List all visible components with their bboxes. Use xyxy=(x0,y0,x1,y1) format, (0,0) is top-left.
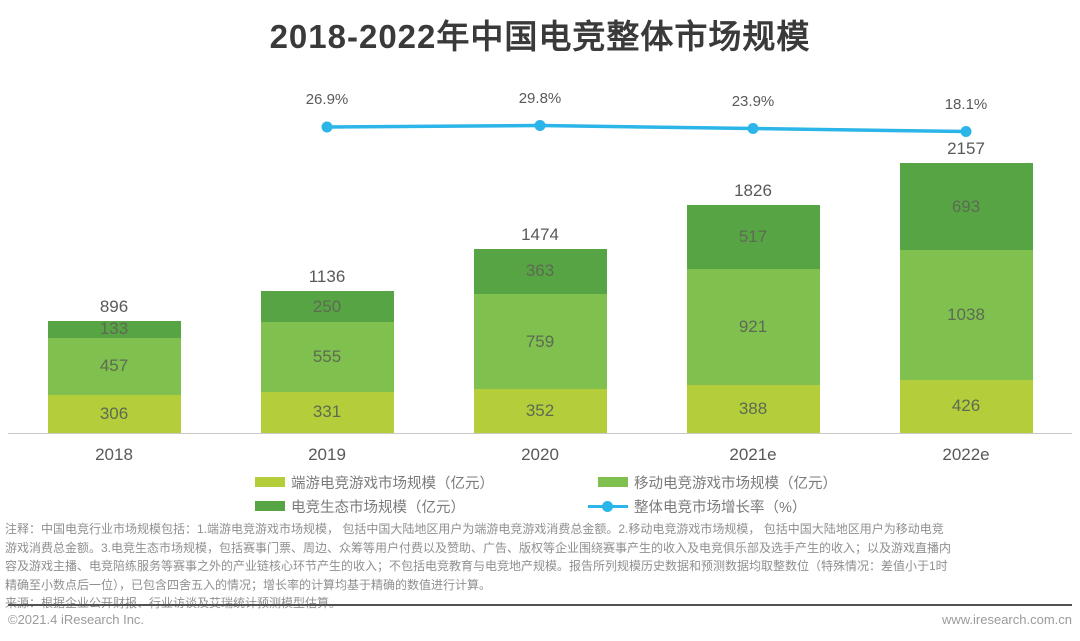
pc-esports-swatch xyxy=(255,477,285,487)
line-point xyxy=(960,126,972,138)
bar-segment: 517 xyxy=(686,204,820,270)
bar-total-label: 1826 xyxy=(734,180,772,200)
bar-total-label: 1136 xyxy=(308,267,346,286)
legend-label: 移动电竞游戏市场规模（亿元） xyxy=(634,475,837,492)
footnote-line: 精确至小数点后一位），已包含四舍五入的情况；增长率的计算均基于精确的数值进行计算… xyxy=(5,577,492,592)
bar-segment-value: 133 xyxy=(99,319,129,339)
bar-segment-value: 693 xyxy=(951,196,981,216)
legend-item-pc-esports: 端游电竞游戏市场规模（亿元） xyxy=(255,474,494,492)
footer-website: www.iresearch.com.cn xyxy=(941,612,1072,627)
footnote-line: 游戏消费总金额。3.电竞生态市场规模，包括赛事门票、周边、众筹等用户付费以及赞助… xyxy=(5,540,952,555)
bar-segment-value: 426 xyxy=(951,396,981,416)
legend-item-mobile-esports: 移动电竞游戏市场规模（亿元） xyxy=(598,474,837,492)
growth-rate-label: 18.1% xyxy=(944,95,988,113)
x-axis-label: 2022e xyxy=(942,445,990,464)
bar-segment: 306 xyxy=(47,394,181,433)
bar-segment: 363 xyxy=(473,248,607,295)
bar-segment: 250 xyxy=(260,291,394,323)
bar-segment-value: 352 xyxy=(525,401,555,420)
bar-segment-value: 457 xyxy=(99,356,129,376)
bar-segment: 352 xyxy=(473,389,607,433)
bar-total-label: 1474 xyxy=(521,224,559,244)
bar-segment: 1038 xyxy=(899,250,1033,380)
bar-segment-value: 363 xyxy=(525,261,555,281)
bar-segment-value: 517 xyxy=(738,227,768,247)
bar-segment-value: 306 xyxy=(99,403,129,423)
bar-segment: 426 xyxy=(899,379,1033,433)
legend-label: 电竞生态市场规模（亿元） xyxy=(291,499,465,516)
mobile-esports-swatch xyxy=(598,477,628,487)
bar-segment-value: 388 xyxy=(738,398,768,418)
x-axis-line xyxy=(8,433,1072,434)
bar-total-label: 896 xyxy=(99,297,129,316)
bar-segment: 693 xyxy=(899,163,1033,250)
legend-item-ecosystem: 电竞生态市场规模（亿元） xyxy=(255,498,465,516)
bar-segment-value: 921 xyxy=(738,316,768,336)
line-point xyxy=(321,121,333,133)
bar-segment: 457 xyxy=(47,337,181,395)
bar-segment: 921 xyxy=(686,269,820,385)
footnote-line: 注释：中国电竞行业市场规模包括：1.端游电竞游戏市场规模， 包括中国大陆地区用户… xyxy=(5,522,944,536)
ecosystem-swatch xyxy=(255,501,285,511)
chart-title: 2018-2022年中国电竞整体市场规模 xyxy=(269,18,811,55)
growth-rate-label: 29.8% xyxy=(518,89,562,107)
growth-rate-label: 26.9% xyxy=(305,91,349,108)
footer-copyright: ©2021.4 iResearch Inc. xyxy=(8,612,145,627)
x-axis-label: 2021e xyxy=(729,445,777,464)
x-axis-label: 2020 xyxy=(521,445,559,464)
footnote-block: 注释：中国电竞行业市场规模包括：1.端游电竞游戏市场规模， 包括中国大陆地区用户… xyxy=(5,520,1075,613)
bar-segment-value: 331 xyxy=(312,402,342,422)
bar-segment: 759 xyxy=(473,294,607,389)
bar-total-label: 2157 xyxy=(947,139,985,159)
bar-segment: 133 xyxy=(47,319,181,339)
bar-segment: 555 xyxy=(260,322,394,392)
bar-segment-value: 250 xyxy=(312,296,342,316)
x-axis-label: 2018 xyxy=(95,445,133,464)
footnote-line: 容及游戏主播、电竞陪练服务等赛事之外的产业链核心环节产生的收入；不包括电竞教育与… xyxy=(5,559,948,573)
line-point xyxy=(747,123,759,135)
source-line: 来源：根据企业公开财报、行业访谈及艾瑞统计预测模型估算。 xyxy=(5,596,342,610)
bar-segment-value: 1038 xyxy=(947,304,985,324)
line-point xyxy=(534,120,546,132)
footer-divider xyxy=(8,604,1072,606)
bar-segment: 388 xyxy=(686,384,820,433)
bar-segment: 331 xyxy=(260,391,394,433)
growth-line-swatch xyxy=(588,500,628,512)
bar-segment-value: 555 xyxy=(312,346,342,366)
x-axis-label: 2019 xyxy=(308,445,346,464)
legend-label: 端游电竞游戏市场规模（亿元） xyxy=(291,475,494,492)
legend-label: 整体电竞市场增长率（%） xyxy=(634,499,807,516)
legend-item-growth-rate: 整体电竞市场增长率（%） xyxy=(588,498,807,516)
bar-segment-value: 759 xyxy=(525,331,555,351)
growth-rate-label: 23.9% xyxy=(731,92,775,110)
